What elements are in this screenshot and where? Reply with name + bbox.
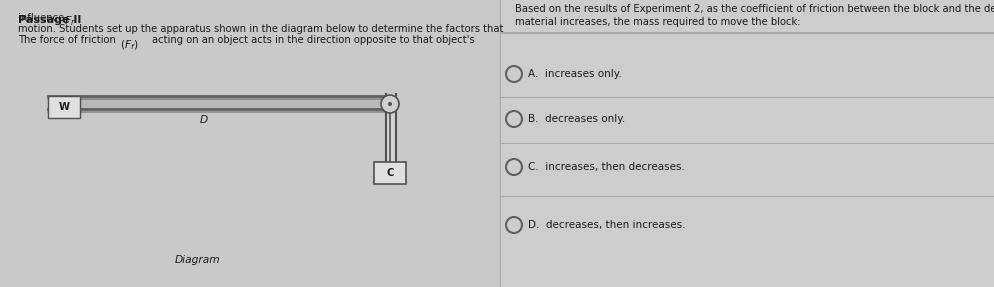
Text: $(F_f)$: $(F_f)$ xyxy=(120,38,138,52)
Text: C.  increases, then decreases.: C. increases, then decreases. xyxy=(528,162,685,172)
Text: Based on the results of Experiment 2, as the coefficient of friction between the: Based on the results of Experiment 2, as… xyxy=(515,4,994,14)
Bar xyxy=(500,0,994,287)
Text: D: D xyxy=(200,115,208,125)
Text: $F_r$: $F_r$ xyxy=(64,14,77,28)
Bar xyxy=(374,162,406,184)
Bar xyxy=(48,96,80,118)
Text: The force of friction: The force of friction xyxy=(18,35,116,45)
Text: W: W xyxy=(59,102,70,112)
Text: motion. Students set up the apparatus shown in the diagram below to determine th: motion. Students set up the apparatus sh… xyxy=(18,24,503,34)
Text: C: C xyxy=(387,168,394,178)
Bar xyxy=(0,0,500,287)
Text: Diagram: Diagram xyxy=(175,255,221,265)
Text: A.  increases only.: A. increases only. xyxy=(528,69,622,79)
Text: material increases, the mass required to move the block:: material increases, the mass required to… xyxy=(515,17,800,27)
Circle shape xyxy=(388,102,392,106)
Text: D.  decreases, then increases.: D. decreases, then increases. xyxy=(528,220,686,230)
Text: Passage II: Passage II xyxy=(18,15,82,25)
Text: B.  decreases only.: B. decreases only. xyxy=(528,114,625,124)
Text: acting on an object acts in the direction opposite to that object's: acting on an object acts in the directio… xyxy=(152,35,475,45)
Text: influence: influence xyxy=(18,13,65,23)
Circle shape xyxy=(381,95,399,113)
